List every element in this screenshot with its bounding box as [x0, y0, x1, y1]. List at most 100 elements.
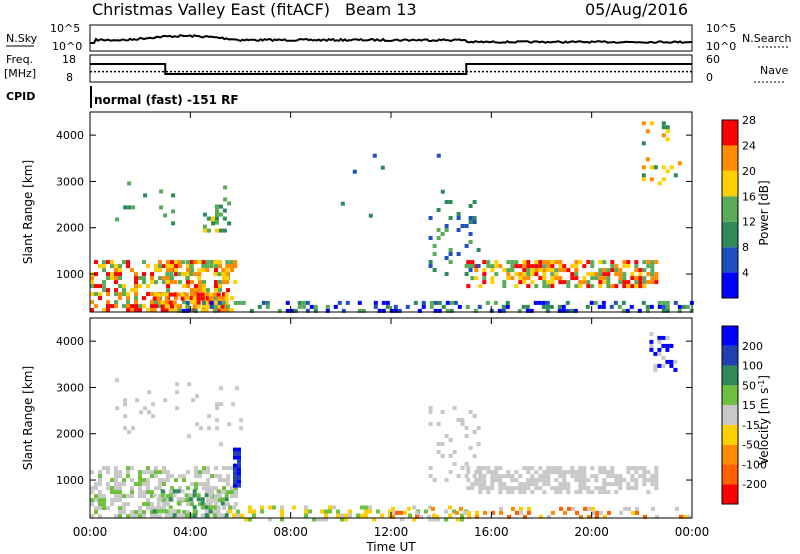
range-gate-cell — [464, 264, 469, 268]
range-gate-cell — [459, 506, 463, 511]
range-gate-cell — [175, 382, 180, 387]
range-gate-cell — [673, 173, 678, 178]
range-gate-cell — [661, 165, 666, 170]
range-gate-cell — [661, 343, 666, 348]
range-gate-cell — [196, 493, 201, 498]
range-gate-cell — [134, 280, 138, 285]
range-gate-cell — [217, 260, 222, 265]
range-gate-cell — [357, 308, 362, 313]
range-gate-cell — [482, 268, 487, 273]
range-gate-cell — [114, 474, 118, 479]
noise-panel: N.Sky 10^5 10^0 10^5 10^0 N.Search — [6, 22, 792, 53]
range-gate-cell — [665, 347, 670, 352]
range-gate-cell — [587, 514, 591, 519]
range-gate-cell — [657, 363, 662, 368]
range-gate-cell — [614, 268, 619, 273]
range-gate-cell — [582, 474, 587, 479]
range-gate-cell — [206, 216, 211, 221]
range-gate-cell — [122, 494, 126, 499]
range-gate-cell — [646, 260, 651, 265]
range-gate-cell — [562, 482, 567, 487]
range-gate-cell — [156, 497, 161, 502]
range-gate-cell — [173, 280, 178, 285]
range-gate-cell — [570, 470, 575, 475]
range-gate-cell — [472, 454, 477, 458]
range-gate-cell — [309, 304, 314, 309]
range-gate-cell — [202, 224, 207, 229]
range-gate-cell — [381, 308, 386, 313]
range-gate-cell — [142, 502, 146, 507]
range-gate-cell — [562, 474, 567, 479]
range-gate-cell — [436, 236, 441, 240]
range-gate-cell — [202, 304, 206, 309]
range-gate-cell — [657, 347, 662, 352]
range-gate-cell — [526, 276, 531, 281]
range-gate-cell — [209, 300, 214, 305]
range-gate-cell — [502, 268, 507, 273]
range-gate-cell — [444, 272, 449, 276]
range-gate-cell — [122, 510, 126, 515]
range-gate-cell — [646, 264, 651, 269]
range-gate-cell — [162, 502, 166, 507]
range-gate-cell — [590, 466, 595, 471]
range-gate-cell — [501, 304, 506, 309]
range-gate-cell — [482, 482, 487, 487]
range-gate-cell — [192, 296, 197, 301]
power-colorbar-label: Power [dB] — [757, 180, 771, 245]
range-gate-cell — [226, 490, 230, 495]
range-gate-cell — [150, 514, 154, 519]
range-gate-cell — [514, 470, 519, 475]
range-gate-cell — [685, 304, 690, 309]
range-gate-cell — [452, 406, 457, 410]
range-gate-cell — [405, 304, 410, 309]
range-gate-cell — [546, 482, 551, 487]
range-gate-cell — [106, 506, 110, 511]
range-gate-cell — [435, 514, 439, 519]
range-gate-cell — [110, 486, 114, 491]
range-gate-cell — [126, 474, 130, 479]
range-gate-cell — [233, 451, 237, 456]
range-gate-cell — [106, 292, 110, 297]
range-gate-cell — [621, 308, 626, 313]
range-gate-cell — [650, 264, 655, 269]
range-gate-cell — [126, 308, 130, 313]
range-gate-cell — [208, 296, 213, 301]
range-gate-cell — [138, 494, 142, 499]
range-gate-cell — [138, 308, 142, 313]
range-gate-cell — [445, 300, 450, 305]
colorbar-swatch — [722, 221, 738, 248]
range-gate-cell — [630, 486, 635, 491]
range-gate-cell — [305, 300, 310, 305]
range-gate-cell — [160, 292, 165, 297]
range-gate-cell — [285, 300, 290, 305]
range-gate-cell — [102, 268, 106, 273]
range-gate-cell — [110, 490, 114, 495]
range-gate-cell — [464, 272, 469, 276]
range-gate-cell — [158, 514, 162, 519]
range-gate-cell — [403, 510, 407, 515]
range-gate-cell — [165, 276, 170, 281]
range-gate-cell — [150, 490, 154, 495]
range-gate-cell — [224, 300, 229, 305]
range-gate-cell — [586, 478, 591, 483]
range-gate-cell — [558, 470, 563, 475]
range-gate-cell — [550, 466, 555, 471]
range-gate-cell — [210, 474, 214, 479]
range-gate-cell — [526, 284, 531, 289]
range-gate-cell — [476, 478, 481, 482]
range-gate-cell — [645, 304, 650, 309]
range-gate-cell — [106, 276, 110, 281]
range-gate-cell — [482, 478, 487, 483]
range-gate-cell — [204, 509, 209, 514]
range-gate-cell — [530, 272, 535, 277]
range-gate-cell — [687, 514, 691, 519]
range-gate-cell — [368, 213, 373, 218]
range-gate-cell — [606, 280, 611, 285]
colorbar-tick-label: 4 — [742, 267, 749, 280]
range-gate-cell — [324, 509, 328, 514]
range-gate-cell — [534, 478, 539, 483]
range-gate-cell — [546, 268, 551, 273]
range-gate-cell — [196, 300, 201, 305]
range-gate-cell — [436, 442, 441, 446]
range-gate-cell — [304, 509, 308, 514]
